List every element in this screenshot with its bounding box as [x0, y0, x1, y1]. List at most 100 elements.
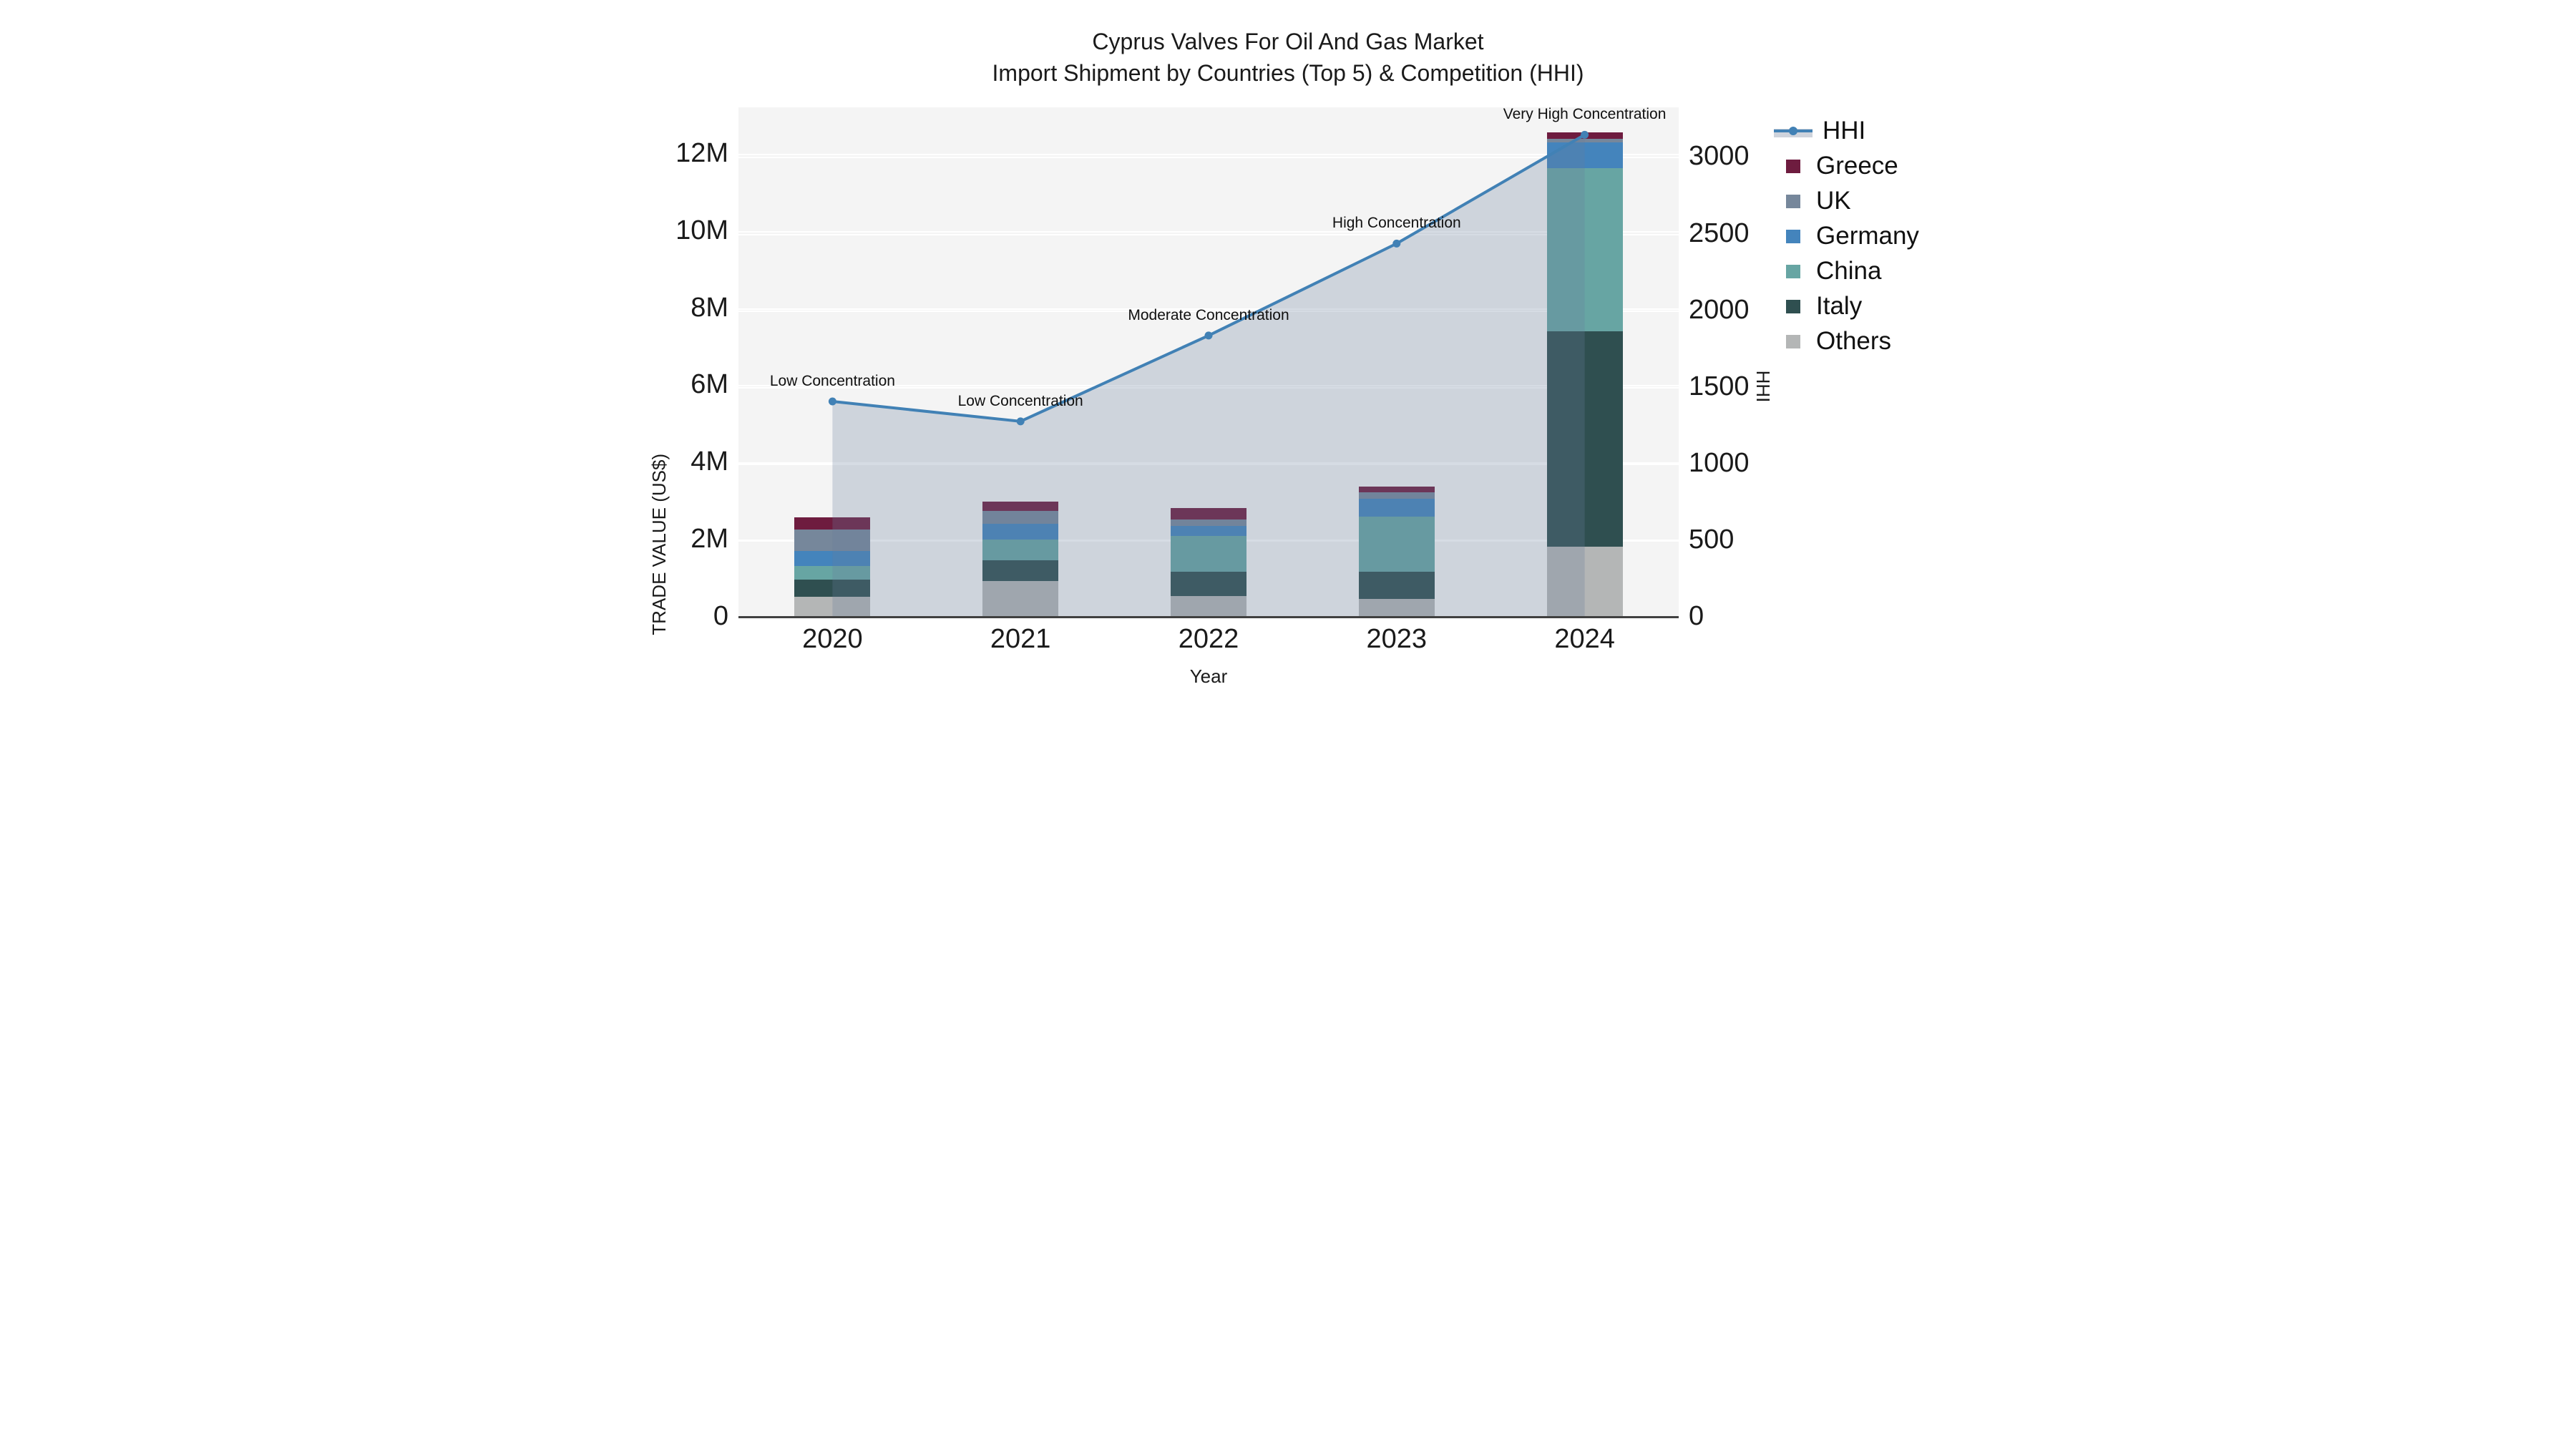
x-tick-2021: 2021	[990, 624, 1051, 654]
bar-segment-uk-2024	[1546, 138, 1623, 142]
legend-swatch-italy	[1786, 299, 1800, 313]
gridline-left-4	[738, 462, 1679, 464]
legend-label-china: China	[1816, 257, 1882, 285]
left-tick-6M: 6M	[691, 369, 728, 400]
right-tick-2000: 2000	[1689, 294, 1750, 325]
bar-segment-germany-2024	[1546, 142, 1623, 169]
bar-segment-italy-2020	[794, 580, 871, 597]
gridline-left-10	[738, 230, 1679, 233]
bar-segment-uk-2023	[1358, 492, 1435, 499]
legend-item-others: Others	[1783, 324, 1891, 358]
legend-item-uk: UK	[1783, 184, 1851, 218]
bar-segment-greece-2020	[794, 517, 871, 530]
bar-segment-china-2024	[1546, 168, 1623, 332]
bar-segment-greece-2022	[1171, 507, 1246, 520]
hhi-area-fill	[832, 135, 1585, 618]
bar-segment-others-2022	[1171, 595, 1246, 618]
gridline-right-2000	[738, 310, 1679, 312]
bar-segment-uk-2020	[794, 529, 871, 551]
bar-segment-china-2022	[1171, 536, 1246, 572]
right-axis-label: HHI	[1752, 370, 1774, 403]
legend-item-greece: Greece	[1783, 149, 1898, 183]
bar-segment-others-2020	[794, 597, 871, 618]
chart-subtitle: Import Shipment by Countries (Top 5) & C…	[992, 60, 1584, 86]
x-tick-2024: 2024	[1554, 624, 1615, 654]
bar-segment-germany-2020	[794, 550, 871, 567]
left-tick-10M: 10M	[675, 215, 728, 245]
bar-segment-germany-2022	[1171, 526, 1246, 537]
right-tick-500: 500	[1689, 524, 1735, 555]
legend-swatch-others	[1786, 334, 1800, 348]
left-tick-2M: 2M	[691, 524, 728, 555]
right-tick-1500: 1500	[1689, 371, 1750, 401]
legend-label-germany: Germany	[1816, 222, 1919, 250]
bar-segment-italy-2023	[1358, 572, 1435, 599]
legend-item-germany: Germany	[1783, 219, 1919, 253]
x-axis-label: Year	[1189, 665, 1228, 687]
legend-swatch-germany	[1786, 229, 1800, 243]
bar-segment-germany-2021	[982, 523, 1059, 540]
hhi-marker-2024	[1581, 130, 1589, 139]
gridline-right-1500	[738, 386, 1679, 389]
bar-segment-italy-2021	[982, 560, 1059, 582]
annotation-2024: Very High Concentration	[1503, 106, 1667, 123]
hhi-line-layer	[828, 130, 1589, 618]
bar-segment-greece-2023	[1358, 486, 1435, 492]
x-tick-2023: 2023	[1366, 624, 1428, 654]
hhi-marker-2023	[1392, 239, 1401, 248]
bar-segment-germany-2023	[1358, 498, 1435, 517]
bar-segment-others-2024	[1546, 546, 1623, 618]
chart-figure: Cyprus Valves For Oil And Gas Market Imp…	[644, 0, 1932, 725]
legend-label-others: Others	[1816, 327, 1892, 355]
right-tick-3000: 3000	[1689, 141, 1750, 172]
annotation-2023: High Concentration	[1332, 215, 1461, 232]
legend-swatch-uk	[1786, 194, 1800, 208]
annotation-2021: Low Concentration	[957, 392, 1083, 409]
gridline-right-1000	[738, 463, 1679, 465]
bar-segment-others-2023	[1358, 598, 1435, 618]
gridline-left-8	[738, 308, 1679, 310]
bar-segment-greece-2021	[982, 502, 1059, 512]
legend-item-hhi: HHI	[1774, 114, 1866, 148]
x-tick-2020: 2020	[802, 624, 863, 654]
gridline-right-3000	[738, 157, 1679, 159]
bar-segment-others-2021	[982, 581, 1059, 618]
hhi-marker-dot	[1789, 127, 1797, 135]
gridline-right-2500	[738, 233, 1679, 235]
legend-swatch-china	[1786, 264, 1800, 278]
chart-title: Cyprus Valves For Oil And Gas Market	[1092, 29, 1484, 54]
bar-segment-uk-2021	[982, 511, 1059, 524]
hhi-marker-2020	[828, 397, 836, 406]
hhi-marker-2021	[1016, 417, 1025, 426]
legend-label-greece: Greece	[1816, 152, 1898, 180]
annotation-2022: Moderate Concentration	[1128, 306, 1289, 323]
hhi-marker-2022	[1204, 331, 1213, 340]
legend-item-italy: Italy	[1783, 289, 1862, 323]
right-tick-2500: 2500	[1689, 218, 1750, 248]
left-tick-8M: 8M	[691, 292, 728, 323]
right-tick-0: 0	[1689, 601, 1704, 631]
hhi-line-swatch	[1774, 125, 1813, 137]
x-axis-spine	[738, 616, 1679, 618]
bar-segment-italy-2024	[1546, 331, 1623, 547]
bar-segment-italy-2022	[1171, 571, 1246, 596]
x-tick-2022: 2022	[1178, 624, 1239, 654]
legend: HHI Greece UK Germany China Italy Others	[1774, 0, 1932, 725]
bar-segment-china-2020	[794, 566, 871, 580]
left-tick-0: 0	[713, 601, 728, 631]
legend-label-italy: Italy	[1816, 292, 1863, 320]
legend-label-uk: UK	[1816, 187, 1851, 215]
bar-segment-china-2023	[1358, 516, 1435, 572]
legend-label-hhi: HHI	[1823, 117, 1866, 145]
bar-segment-uk-2022	[1171, 519, 1246, 527]
gridline-left-6	[738, 385, 1679, 387]
left-tick-12M: 12M	[675, 137, 728, 168]
bar-segment-china-2021	[982, 539, 1059, 560]
legend-swatch-greece	[1786, 159, 1800, 173]
legend-item-china: China	[1783, 254, 1881, 288]
plot-area: Low Concentration Low Concentration Modera…	[738, 106, 1679, 618]
left-tick-4M: 4M	[691, 447, 728, 477]
gridline-left-12	[738, 153, 1679, 155]
annotation-2020: Low Concentration	[769, 373, 895, 389]
right-tick-1000: 1000	[1689, 447, 1750, 478]
